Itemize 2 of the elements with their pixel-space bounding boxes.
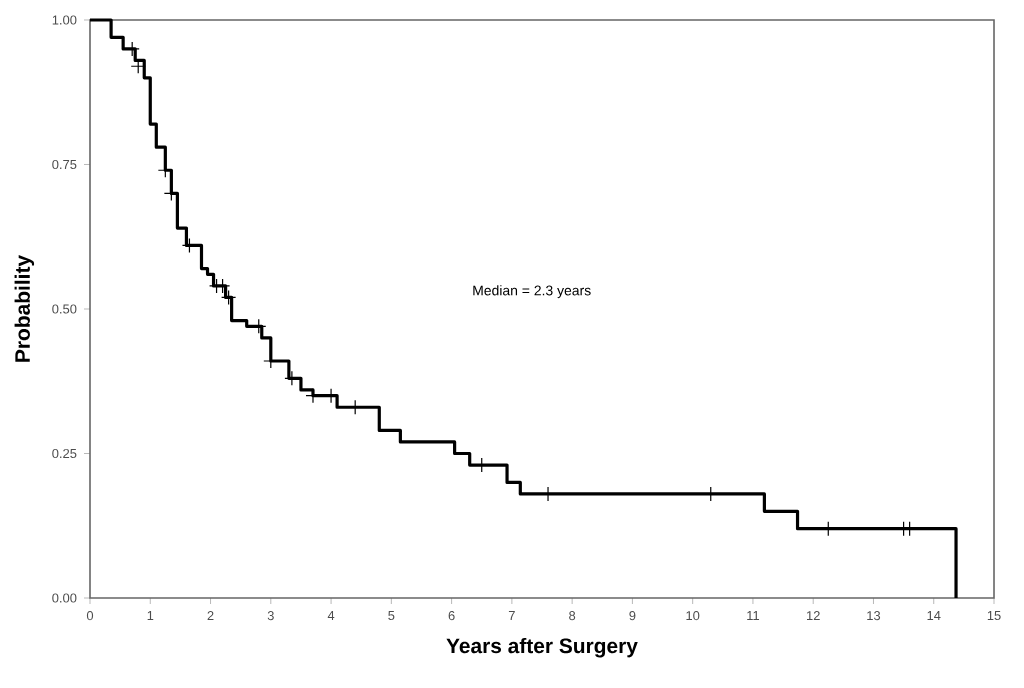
y-axis-title: Probability bbox=[14, 255, 35, 362]
x-axis-title: Years after Surgery bbox=[446, 637, 638, 658]
